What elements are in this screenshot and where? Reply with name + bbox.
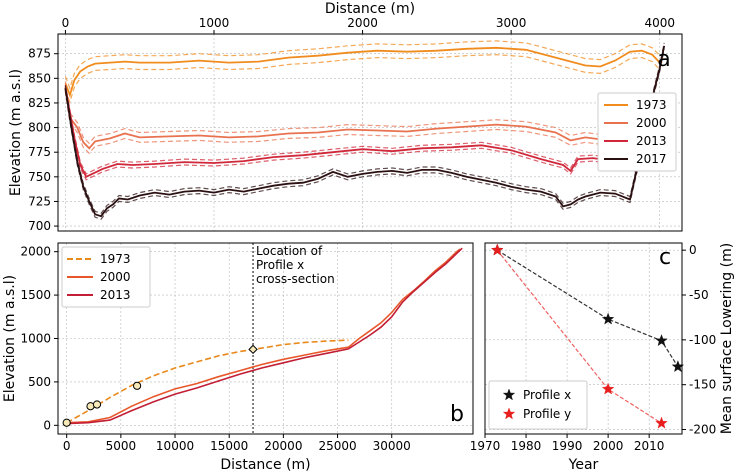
panel-a-legend-label: 1973 [636,98,667,112]
panel-c-series-line [496,249,679,368]
panel-b-tick-label-y: 500 [28,375,51,389]
panel-c-tick-label-x: 2010 [634,439,665,453]
panel-b-tick-label-x: 30000 [373,439,411,453]
panel-b-tick-label-y: 2000 [20,245,51,259]
panel-a-grid [58,34,682,231]
panel-a-legend: 1973 2000 2013 2017 [597,92,677,172]
panel-a-series-line [64,86,649,150]
panel-b-ylabel: Elevation (m a.s.l) [2,275,18,402]
panel-a-series-line [64,46,661,98]
panel-c-tick-label-x: 1990 [552,439,583,453]
panel-a-tick-label-y: 800 [28,121,51,135]
panel-a-series-2013 [64,85,638,181]
panel-b-tick-label-x: 10000 [156,439,194,453]
panel-c-legend-label: Profile x [523,388,571,402]
panel-c-tick-label-y: -50 [689,288,709,302]
panel-c-tick-label-y: -200 [689,423,716,437]
panel-b-annotation-line: cross-section [256,272,335,286]
panel-a-series-1973 [64,40,661,104]
panel-a-tick-label-x: 2000 [347,16,378,30]
panel-a-series-2017 [64,42,666,220]
panel-a-series-lower-band [64,91,648,155]
panel-a-xlabel: Distance (m) [325,1,415,17]
panel-c-star-marker [502,407,516,420]
panel-c-tick-label-y: -150 [689,378,716,392]
panel-a-frame [57,33,683,232]
panel-c-tick-label-x: 1980 [511,439,542,453]
panel-a-tick-label-y: 850 [28,71,51,85]
panel-a-legend-label: 2013 [636,134,667,148]
panel-b-legend-label: 2000 [100,270,131,284]
panel-a-ylabel: Elevation (m a.s.l) [8,69,24,196]
panel-a-tick-label-x: 1000 [199,16,230,30]
panel-c-tick-label-y: 0 [689,243,697,257]
panel-c-star-marker [601,312,615,325]
panel-a-tick-label-x: 0 [62,16,70,30]
panel-a-series-upper-band [64,42,665,215]
panel-b-tick-label-y: 0 [43,418,51,432]
panel-a-tick-label-y: 750 [28,170,51,184]
panel-b-marker-circle [132,381,142,390]
panel-c-star-marker [655,334,668,347]
panel-a-tick-label-y: 700 [28,219,51,233]
panel-c-series-profile-y [491,243,668,429]
panel-a-legend-label: 2017 [636,152,667,166]
panel-c-star-marker [601,382,615,395]
panel-a-series-upper-band [64,81,648,145]
panel-a-series-line [64,88,638,178]
panel-c-star-marker [655,416,668,429]
panel-a-tick-label-x: 3000 [496,16,527,30]
panel-b-marker-circle [92,400,102,409]
panel-b-tick-label-x: 25000 [318,439,356,453]
panel-b-tick-label-x: 5000 [106,439,137,453]
panel-c-legend: Profile x Profile y [488,380,588,430]
panel-a-tick-label-x: 4000 [644,16,675,30]
panel-a-series-2000 [64,81,649,155]
panel-b-annotation-line: Profile x [256,258,304,272]
panel-b-marker-circle [62,418,71,427]
panel-a-label: a [657,47,670,72]
panel-b-tick-label-x: 20000 [264,439,302,453]
panel-b-tick-label-y: 1500 [20,288,51,302]
panel-c: 1970 1980 1990 2000 2010 0 -50 -100 -150 -200 Year… [470,242,735,473]
panel-b-xlabel: Distance (m) [220,457,310,473]
panel-b-legend-label: 1973 [100,252,131,266]
panel-b-label: b [450,402,464,427]
panel-a-tick-label-y: 725 [28,194,51,208]
panel-a-tick-label-y: 775 [28,145,51,159]
panel-a-series-lower-band [64,90,638,181]
panel-c-series-profile-x [491,243,685,373]
panel-a-tick-label-y: 875 [28,47,51,61]
panel-c-tick-label-x: 1970 [470,439,501,453]
panel-a-legend-box [597,92,677,172]
panel-a-series-line [64,45,666,218]
panel-c-tick-label-y: -100 [689,333,716,347]
panel-c-frame [484,242,683,435]
panel-c-legend-label: Profile y [523,407,571,421]
panel-b-series-1973 [66,339,349,424]
panel-c-xlabel: Year [568,457,599,473]
panel-b-series-2013 [66,247,463,425]
panel-c-tick-label-x: 2000 [593,439,624,453]
panel-b-annotation-line: Location of [256,244,323,258]
panel-a-legend-label: 2000 [636,116,667,130]
panel-c-star-marker [491,243,504,256]
panel-b-marker-diamond [248,344,258,355]
panel-b-legend-box [61,246,151,308]
panel-a: 0 1000 2000 3000 4000 700 725 750 775 800 825 850 87… [8,1,683,233]
panel-b-legend-label: 2013 [100,288,131,302]
panel-c-label: c [659,245,671,270]
panel-b-tick-label-x: 15000 [210,439,248,453]
panel-b-legend: 1973 2000 2013 [61,246,151,308]
panel-c-star-marker [502,388,516,401]
panel-b-tick-label-x: 0 [63,439,71,453]
panel-b-tick-label-y: 1000 [20,332,51,346]
panel-a-series-lower-band [64,48,665,220]
panel-c-ylabel: Mean surface Lowering (m) [719,243,735,434]
panel-a-series-upper-band [64,85,638,175]
panel-a-tick-label-y: 825 [28,96,51,110]
